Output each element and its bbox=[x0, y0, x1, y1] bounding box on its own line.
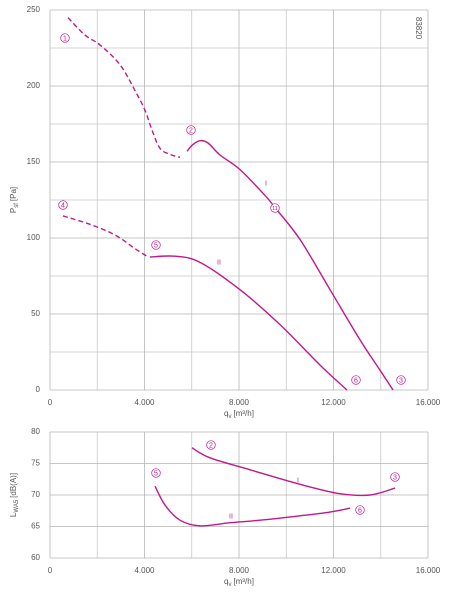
y-axis-label-unit: [dB(A)] bbox=[9, 473, 18, 498]
marker-circle bbox=[396, 375, 406, 385]
y-tick-label: 100 bbox=[27, 233, 41, 242]
y-tick-label: 75 bbox=[31, 459, 40, 468]
x-axis-label-sub: v bbox=[229, 582, 232, 588]
y-axis-label: LWA5[dB(A)] bbox=[9, 473, 19, 517]
y-axis-label-main: L bbox=[9, 512, 18, 517]
marker-circle bbox=[355, 505, 365, 515]
x-tick-label: 16.000 bbox=[416, 566, 441, 575]
x-axis-label-main: q bbox=[224, 577, 228, 586]
annotation: 2 bbox=[189, 127, 193, 134]
x-axis-label: qv [m³/h] bbox=[224, 577, 254, 587]
y-axis-label-main: P bbox=[9, 208, 18, 213]
curve bbox=[67, 17, 181, 159]
y-tick-label: 60 bbox=[31, 553, 40, 562]
x-tick-label: 0 bbox=[48, 566, 53, 575]
x-tick-label: 4.000 bbox=[134, 398, 155, 407]
y-tick-label: 150 bbox=[27, 157, 41, 166]
x-tick-label: 4.000 bbox=[134, 566, 155, 575]
x-axis-label-unit: [m³/h] bbox=[234, 577, 254, 586]
annotation: 2 bbox=[209, 442, 213, 449]
x-tick-label: 8.000 bbox=[229, 566, 250, 575]
annotation: II bbox=[217, 259, 221, 266]
curve bbox=[154, 485, 351, 527]
marker-circle bbox=[206, 440, 216, 450]
x-tick-label: 8.000 bbox=[229, 398, 250, 407]
y-tick-label: 50 bbox=[31, 309, 40, 318]
y-tick-label: 80 bbox=[31, 427, 40, 436]
y-axis-label-sub: sf bbox=[14, 203, 20, 208]
x-axis-label-main: q bbox=[224, 409, 228, 418]
marker-circle bbox=[390, 472, 400, 482]
y-tick-label: 65 bbox=[31, 522, 40, 531]
y-tick-label: 200 bbox=[27, 81, 41, 90]
annotation: 4 bbox=[61, 202, 65, 209]
marker-circle bbox=[351, 375, 361, 385]
marker-circle bbox=[60, 33, 70, 43]
marker-circle bbox=[151, 240, 161, 250]
annotation: 3 bbox=[393, 474, 397, 481]
annotation: II bbox=[229, 513, 233, 520]
x-axis-label-sub: v bbox=[229, 414, 232, 420]
annotation: 1 bbox=[63, 35, 67, 42]
annotation: 11 bbox=[272, 206, 278, 212]
curve bbox=[62, 215, 149, 258]
y-tick-label: 250 bbox=[27, 5, 41, 14]
annotation: 6 bbox=[354, 377, 358, 384]
curve bbox=[149, 255, 348, 391]
marker-circle bbox=[270, 203, 280, 213]
x-tick-label: 16.000 bbox=[416, 398, 441, 407]
x-tick-label: 0 bbox=[48, 398, 53, 407]
y-axis-label: Psf [Pa] bbox=[9, 187, 19, 213]
annotation: I bbox=[297, 477, 299, 484]
y-axis-label-unit: [Pa] bbox=[9, 187, 18, 201]
annotation: 3 bbox=[399, 377, 403, 384]
y-tick-label: 0 bbox=[36, 385, 41, 394]
marker-circle bbox=[186, 125, 196, 135]
code-label: 83820 bbox=[414, 17, 423, 40]
x-tick-label: 12.000 bbox=[321, 398, 346, 407]
marker-circle bbox=[58, 200, 68, 210]
y-tick-label: 70 bbox=[31, 490, 40, 499]
curve bbox=[186, 139, 394, 391]
marker-circle bbox=[151, 468, 161, 478]
x-axis-label-unit: [m³/h] bbox=[234, 409, 254, 418]
annotation: 5 bbox=[154, 470, 158, 477]
x-axis-label: qv [m³/h] bbox=[224, 409, 254, 419]
annotation: 6 bbox=[358, 507, 362, 514]
annotation: 5 bbox=[154, 242, 158, 249]
y-axis-label-sub: WA5 bbox=[14, 499, 20, 512]
x-tick-label: 12.000 bbox=[321, 566, 346, 575]
annotation: I bbox=[265, 180, 267, 187]
curve bbox=[191, 447, 396, 497]
